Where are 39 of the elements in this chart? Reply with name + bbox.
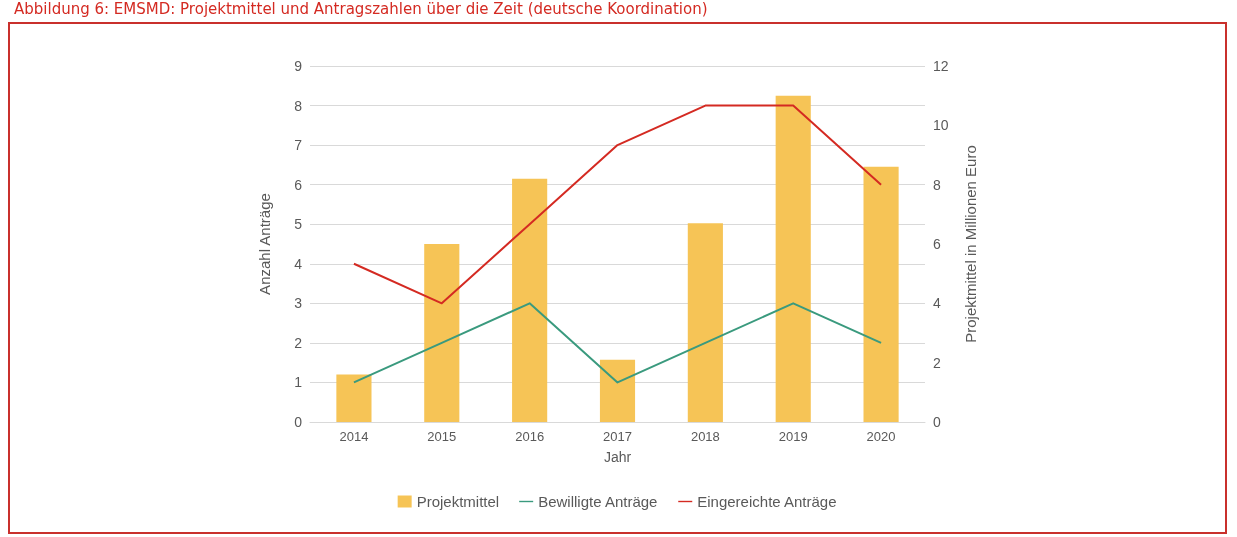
y-tick-label: 1 [294, 374, 303, 391]
bar [512, 178, 548, 422]
bar [336, 374, 372, 422]
bar [687, 223, 723, 422]
y-tick-label: 8 [294, 97, 303, 114]
y-tick-label: 3 [294, 295, 303, 312]
y-tick-label: 5 [294, 216, 303, 233]
y-axis-title: Anzahl Anträge [256, 193, 273, 295]
y-tick-label: 7 [294, 137, 303, 154]
legend-label: Projektmittel [416, 493, 500, 510]
bar [599, 359, 636, 422]
y-tick-label: 6 [294, 176, 303, 193]
y2-tick-label: 6 [933, 236, 941, 252]
chart-title: Abbildung 6: EMSMD: Projektmittel und Antragszahlen über die Zeit (deutsche Koordination) [14, 0, 708, 18]
y2-tick-label: 10 [933, 117, 949, 134]
y2-axis-title: Projektmittel in Millionen Euro [962, 145, 979, 343]
bar [863, 166, 899, 422]
legend-label: Eingereichte Anträge [697, 493, 837, 510]
bar [424, 244, 460, 422]
x-tick-label: 2015 [427, 429, 457, 444]
y2-tick-label: 0 [933, 414, 941, 430]
x-tick-label: 2016 [515, 429, 545, 444]
bar [775, 95, 811, 422]
y2-tick-label: 4 [933, 295, 941, 312]
y-tick-label: 4 [294, 255, 303, 272]
y-tick-label: 0 [294, 414, 303, 430]
y2-tick-label: 8 [933, 176, 941, 193]
x-axis-title: Jahr [603, 449, 632, 465]
y-tick-label: 9 [294, 58, 303, 74]
legend-label: Bewilligte Anträge [538, 493, 658, 510]
x-tick-label: 2018 [690, 429, 720, 444]
y-tick-label: 2 [294, 334, 303, 351]
x-tick-label: 2014 [339, 429, 369, 444]
x-tick-label: 2020 [866, 429, 896, 444]
y2-tick-label: 12 [933, 58, 949, 74]
x-tick-label: 2019 [778, 429, 808, 444]
x-tick-label: 2017 [603, 429, 632, 444]
y2-tick-label: 2 [933, 354, 941, 371]
line-series [352, 104, 883, 305]
